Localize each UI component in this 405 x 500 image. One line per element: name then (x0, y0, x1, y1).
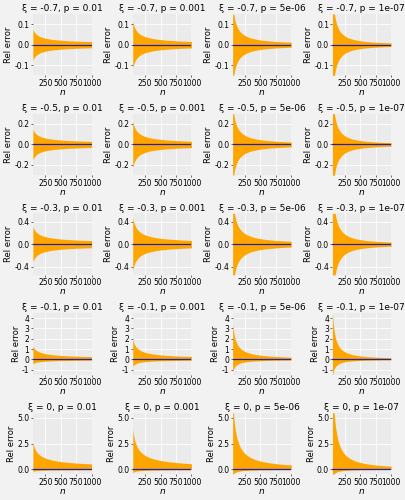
Title: ξ = -0.5, p = 0.001: ξ = -0.5, p = 0.001 (119, 104, 205, 113)
X-axis label: n: n (359, 88, 364, 97)
Title: ξ = 0, p = 0.01: ξ = 0, p = 0.01 (28, 403, 97, 412)
Title: ξ = -0.7, p = 1e-07: ξ = -0.7, p = 1e-07 (318, 4, 405, 13)
Y-axis label: Rel error: Rel error (207, 426, 215, 462)
Title: ξ = -0.3, p = 5e-06: ξ = -0.3, p = 5e-06 (219, 204, 305, 212)
Y-axis label: Rel error: Rel error (304, 226, 313, 262)
Y-axis label: Rel error: Rel error (311, 326, 320, 362)
Title: ξ = -0.3, p = 1e-07: ξ = -0.3, p = 1e-07 (318, 204, 405, 212)
X-axis label: n: n (359, 288, 364, 296)
X-axis label: n: n (259, 387, 265, 396)
Y-axis label: Rel error: Rel error (211, 326, 220, 362)
X-axis label: n: n (359, 487, 364, 496)
X-axis label: n: n (60, 188, 65, 196)
Y-axis label: Rel error: Rel error (304, 126, 313, 162)
Title: ξ = -0.1, p = 5e-06: ξ = -0.1, p = 5e-06 (219, 304, 305, 312)
X-axis label: n: n (259, 88, 265, 97)
Y-axis label: Rel error: Rel error (204, 26, 213, 63)
X-axis label: n: n (359, 387, 364, 396)
X-axis label: n: n (159, 487, 165, 496)
Y-axis label: Rel error: Rel error (4, 26, 13, 63)
Title: ξ = 0, p = 0.001: ξ = 0, p = 0.001 (125, 403, 199, 412)
Y-axis label: Rel error: Rel error (204, 226, 213, 262)
Title: ξ = 0, p = 5e-06: ξ = 0, p = 5e-06 (224, 403, 299, 412)
Title: ξ = -0.7, p = 0.001: ξ = -0.7, p = 0.001 (119, 4, 205, 13)
Y-axis label: Rel error: Rel error (11, 326, 21, 362)
Title: ξ = -0.7, p = 0.01: ξ = -0.7, p = 0.01 (22, 4, 102, 13)
X-axis label: n: n (259, 188, 265, 196)
X-axis label: n: n (159, 387, 165, 396)
Title: ξ = -0.1, p = 0.01: ξ = -0.1, p = 0.01 (22, 304, 102, 312)
Y-axis label: Rel error: Rel error (307, 426, 315, 462)
X-axis label: n: n (159, 288, 165, 296)
Y-axis label: Rel error: Rel error (4, 126, 13, 162)
X-axis label: n: n (359, 188, 364, 196)
Title: ξ = -0.1, p = 0.001: ξ = -0.1, p = 0.001 (119, 304, 205, 312)
Title: ξ = -0.7, p = 5e-06: ξ = -0.7, p = 5e-06 (219, 4, 305, 13)
X-axis label: n: n (159, 188, 165, 196)
Title: ξ = -0.1, p = 1e-07: ξ = -0.1, p = 1e-07 (318, 304, 405, 312)
Y-axis label: Rel error: Rel error (111, 326, 120, 362)
X-axis label: n: n (259, 288, 265, 296)
Y-axis label: Rel error: Rel error (104, 226, 113, 262)
Y-axis label: Rel error: Rel error (107, 426, 116, 462)
Title: ξ = -0.3, p = 0.01: ξ = -0.3, p = 0.01 (22, 204, 102, 212)
Y-axis label: Rel error: Rel error (304, 26, 313, 63)
Y-axis label: Rel error: Rel error (4, 226, 13, 262)
X-axis label: n: n (60, 88, 65, 97)
Title: ξ = -0.5, p = 5e-06: ξ = -0.5, p = 5e-06 (219, 104, 305, 113)
Title: ξ = -0.5, p = 0.01: ξ = -0.5, p = 0.01 (22, 104, 102, 113)
Y-axis label: Rel error: Rel error (7, 426, 16, 462)
X-axis label: n: n (60, 288, 65, 296)
Title: ξ = -0.5, p = 1e-07: ξ = -0.5, p = 1e-07 (318, 104, 405, 113)
X-axis label: n: n (259, 487, 265, 496)
Y-axis label: Rel error: Rel error (104, 26, 113, 63)
X-axis label: n: n (60, 387, 65, 396)
Title: ξ = -0.3, p = 0.001: ξ = -0.3, p = 0.001 (119, 204, 205, 212)
Y-axis label: Rel error: Rel error (104, 126, 113, 162)
X-axis label: n: n (159, 88, 165, 97)
X-axis label: n: n (60, 487, 65, 496)
Title: ξ = 0, p = 1e-07: ξ = 0, p = 1e-07 (324, 403, 399, 412)
Y-axis label: Rel error: Rel error (204, 126, 213, 162)
